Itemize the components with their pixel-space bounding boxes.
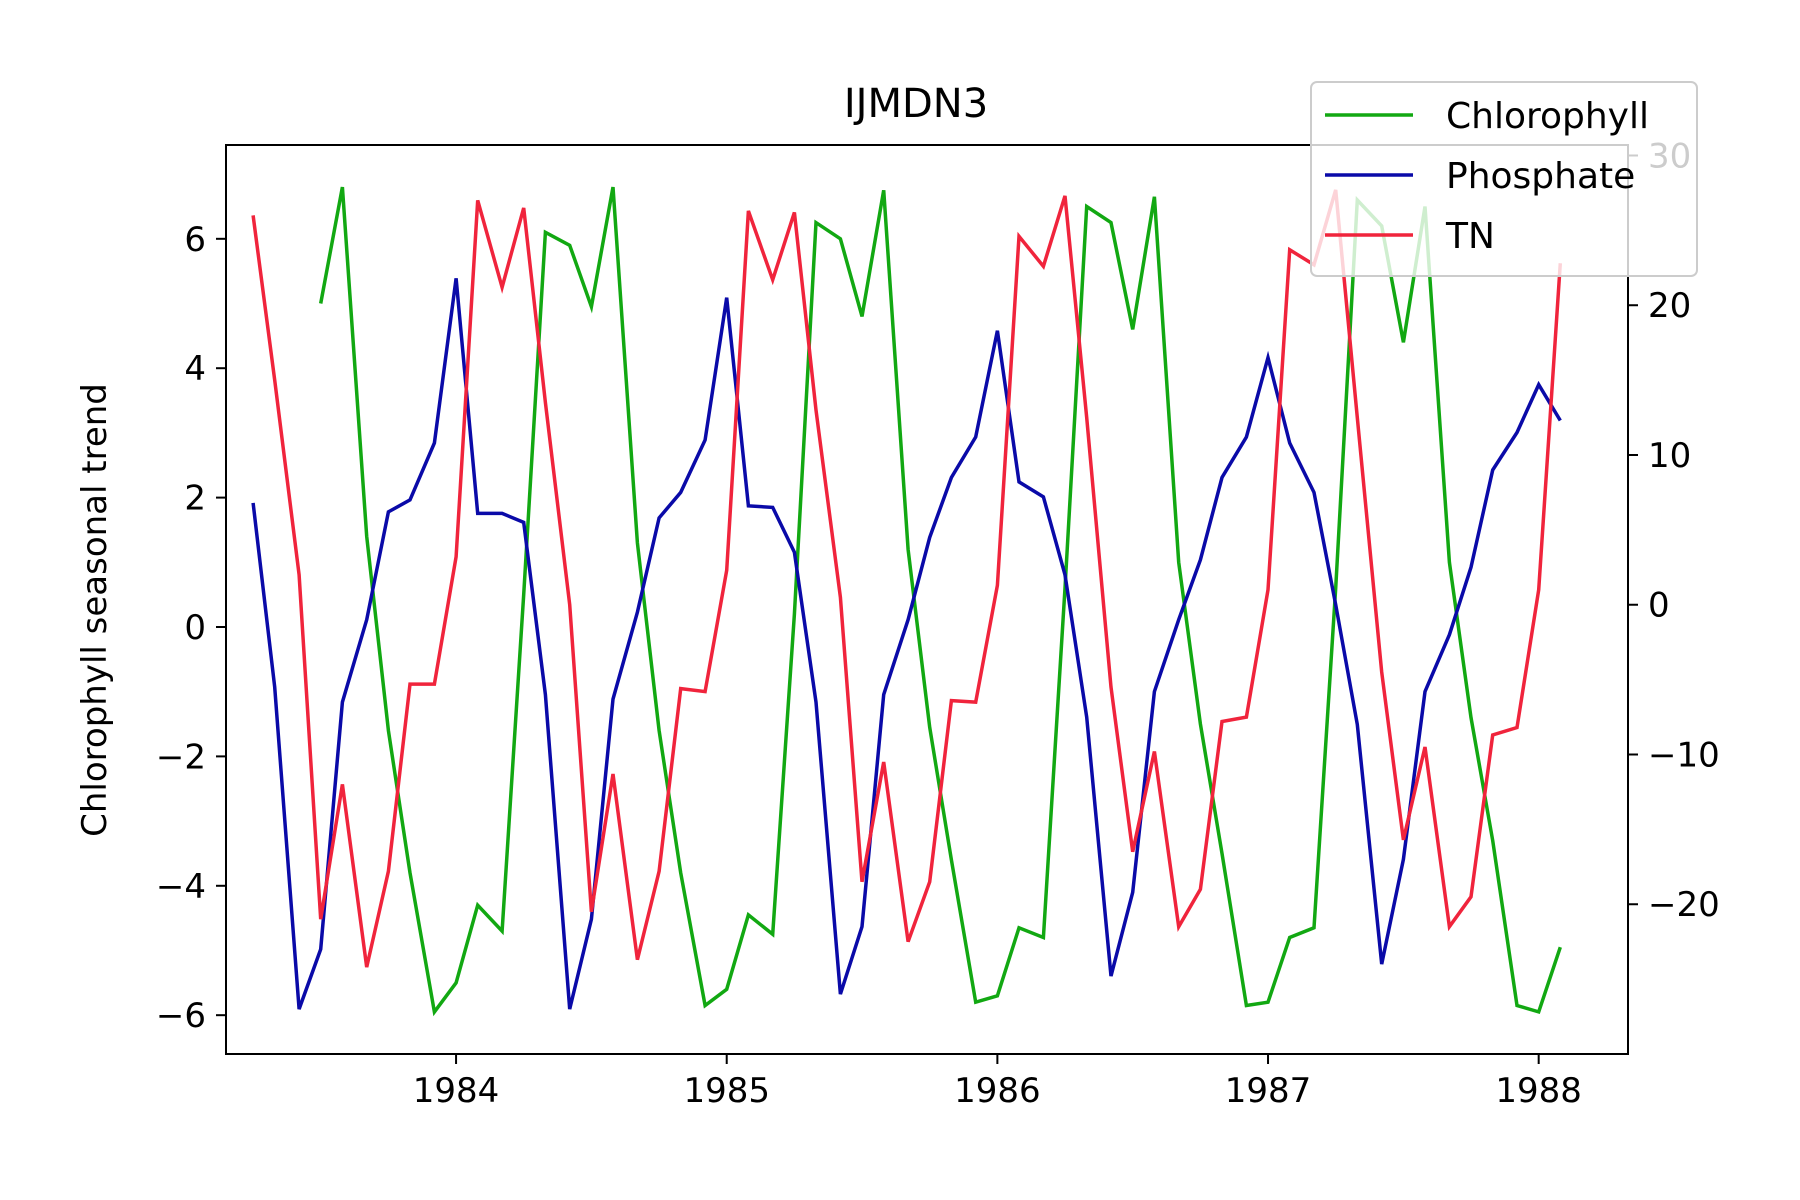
x-tick-label: 1984: [413, 1071, 500, 1111]
y-tick-label: −2: [156, 737, 206, 777]
y2-tick-label: −20: [1648, 885, 1720, 925]
x-tick-label: 1987: [1225, 1071, 1312, 1111]
y2-tick-label: 20: [1648, 286, 1691, 326]
y-tick-label: 4: [184, 349, 206, 389]
y2-tick-label: 10: [1648, 436, 1691, 476]
legend-box: [1310, 81, 1698, 277]
legend-label: TN: [1445, 216, 1495, 257]
legend-label: Phosphate: [1446, 156, 1635, 197]
x-tick-label: 1988: [1495, 1071, 1582, 1111]
ticks-layer: 1984 1985 1986 1987 1988−6−4−20246−20−100102…: [156, 136, 1720, 1111]
y2-tick-label: 0: [1648, 586, 1670, 626]
lines-layer: [251, 186, 1563, 1017]
x-tick-label: 1985: [683, 1071, 770, 1111]
y-tick-label: 2: [184, 479, 206, 519]
chart-title: IJMDN3: [844, 81, 988, 127]
x-tick-label: 1986: [954, 1071, 1041, 1111]
series-line-tn: [251, 189, 1563, 968]
y-axis-label: Chlorophyll seasonal trend: [75, 383, 115, 837]
y-tick-label: 6: [184, 220, 206, 260]
legend: Chlorophyll Phosphate TN: [1310, 81, 1698, 277]
series-line-phosphate: [251, 278, 1562, 1010]
plot-frame: [225, 144, 1629, 1055]
legend-label: Chlorophyll: [1446, 96, 1649, 137]
y2-tick-label: −10: [1648, 735, 1720, 775]
y-tick-label: −4: [156, 867, 206, 907]
y-tick-label: −6: [156, 996, 206, 1036]
y-tick-label: 0: [184, 608, 206, 648]
